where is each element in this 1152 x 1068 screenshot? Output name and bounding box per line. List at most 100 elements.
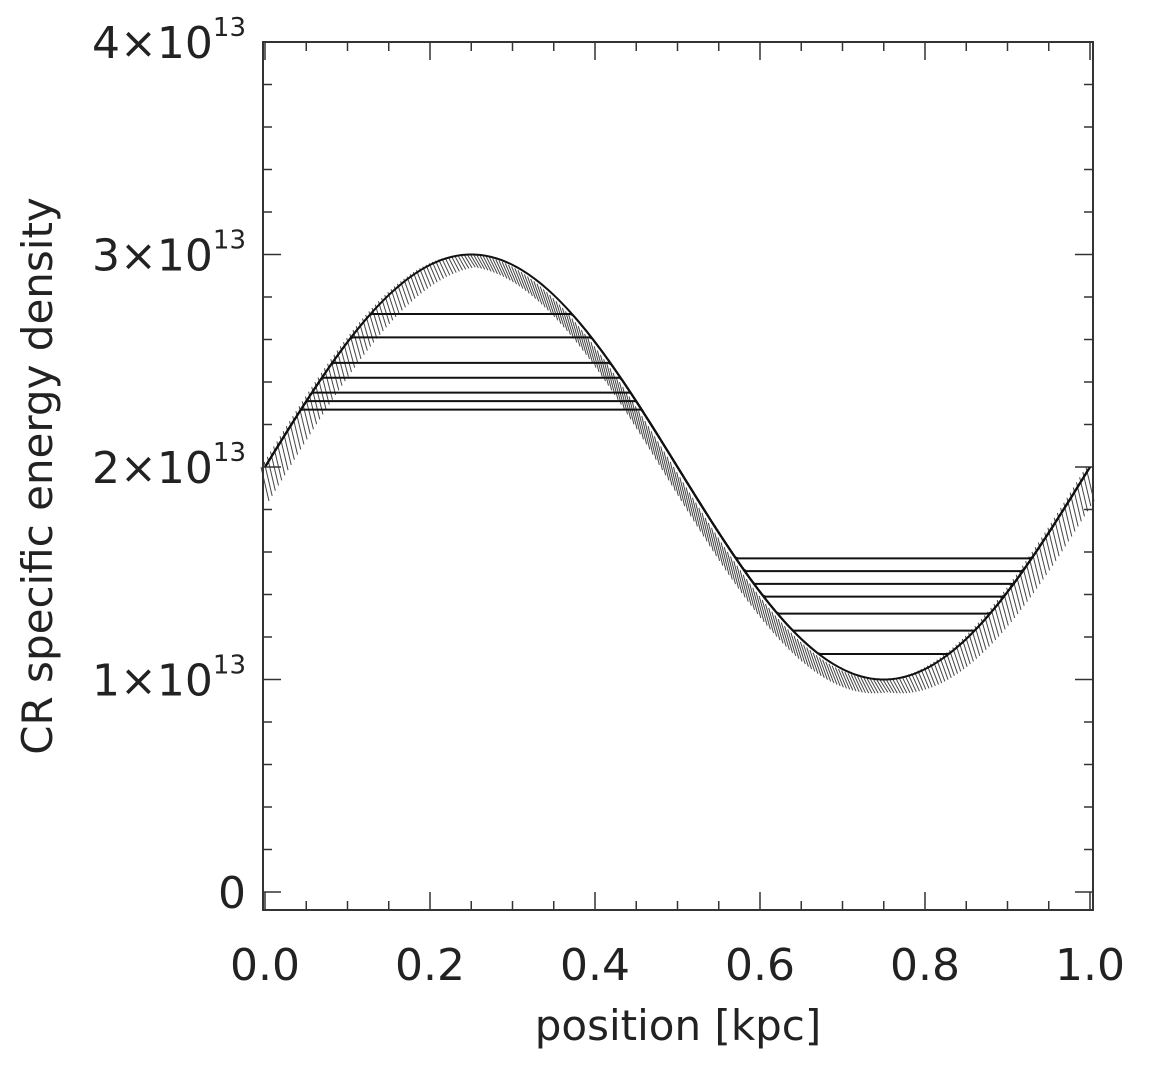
hatch-line	[533, 281, 543, 305]
hatch-line	[381, 298, 391, 324]
hatch-line	[942, 654, 952, 678]
hatch-line	[717, 537, 727, 571]
hatch-line	[939, 657, 949, 680]
hatch-line	[498, 260, 508, 279]
hatch-line	[771, 611, 781, 641]
hatch-line	[841, 670, 851, 690]
hatch-line	[527, 276, 537, 299]
hatch-line	[752, 587, 762, 619]
hatch-line	[923, 667, 933, 688]
hatch-line	[733, 561, 743, 594]
hatch-line	[926, 665, 936, 687]
flattened-profile-line	[264, 336, 1091, 573]
hatch-line	[806, 647, 816, 672]
hatch-line	[396, 283, 406, 308]
hatch-line	[673, 466, 682, 502]
hatch-line	[371, 307, 381, 335]
hatch-line	[657, 441, 667, 476]
hatch-line	[882, 679, 892, 693]
hatch-line	[682, 482, 692, 517]
axis-ticks	[263, 41, 1093, 910]
hatch-line	[650, 431, 660, 466]
hatch-line	[714, 532, 724, 566]
hatch-line	[793, 635, 803, 662]
hatch-line	[945, 652, 955, 676]
hatch-line	[901, 676, 911, 694]
hatch-line	[644, 421, 654, 455]
hatch-line	[707, 522, 717, 557]
hatch-line	[692, 497, 702, 532]
hatch-line	[698, 507, 708, 542]
hatch-line	[469, 254, 479, 269]
hatch-line	[879, 679, 889, 693]
hatch-line	[809, 650, 819, 674]
hatch-line	[704, 517, 714, 552]
hatch-line	[701, 512, 711, 547]
x-tick-label: 0.8	[890, 940, 960, 991]
hatch-line	[501, 261, 511, 281]
hatch-line	[726, 551, 736, 585]
hatch-line	[968, 632, 978, 659]
hatch-line	[400, 281, 410, 305]
hatch-line	[857, 676, 866, 694]
hatch-line	[584, 333, 594, 364]
hatch-line	[695, 502, 705, 537]
hatch-line	[711, 527, 721, 561]
hatch-line	[444, 257, 454, 275]
hatch-line	[685, 487, 695, 522]
hatch-line	[847, 673, 857, 692]
hatch-line	[961, 638, 971, 665]
hatch-line	[838, 668, 847, 689]
hatch-line	[796, 638, 806, 665]
hatch-line	[676, 472, 686, 507]
hatch-line	[546, 291, 556, 318]
hatch-line	[904, 675, 914, 693]
hatch-line	[447, 256, 457, 273]
hatch-line	[850, 674, 860, 693]
y-tick-labels: 0 1×1013 2×1013 3×1013 4×1013	[92, 13, 246, 919]
hatch-line	[749, 583, 759, 615]
x-tick-label: 0.4	[560, 940, 630, 991]
y-tick-label: 4×1013	[92, 13, 246, 69]
hatch-line	[768, 607, 778, 637]
hatch-line	[755, 591, 765, 622]
hatch-line	[473, 254, 483, 269]
hatch-line	[476, 254, 486, 270]
hatch-line	[780, 622, 790, 650]
hatch-line	[758, 595, 768, 626]
hatch-line	[784, 625, 794, 654]
hatch-line	[374, 304, 384, 332]
hatch-line	[977, 622, 987, 650]
hatch-line	[720, 542, 730, 576]
hatch-line	[825, 661, 835, 684]
hatch-line	[600, 354, 610, 386]
hatch-line	[428, 263, 438, 283]
hatch-line	[745, 578, 755, 611]
hatch-line	[831, 665, 841, 687]
hatch-line	[933, 661, 943, 684]
hatch-line	[387, 291, 397, 318]
hatch-line	[660, 446, 670, 481]
hatch-line	[489, 257, 498, 275]
hatch-line	[892, 678, 901, 694]
hatch-line	[818, 657, 828, 680]
hatch-line	[625, 391, 635, 425]
x-tick-label: 0.6	[725, 940, 795, 991]
hatch-line	[765, 603, 775, 634]
hatch-line	[917, 670, 927, 690]
hatch-line	[920, 668, 930, 689]
hatch-line	[663, 451, 673, 486]
hatch-line	[822, 659, 832, 682]
hatch-line	[730, 556, 740, 589]
hatch-line	[590, 341, 600, 373]
hatch-line	[736, 565, 746, 598]
hatch-line	[542, 289, 552, 314]
hatch-line	[828, 663, 838, 685]
flattened-profile-line	[264, 361, 1091, 585]
hatch-line	[863, 677, 873, 694]
hatch-line	[457, 254, 467, 270]
hatch-line	[549, 294, 559, 321]
hatch-line	[580, 329, 590, 360]
hatch-line	[479, 255, 489, 271]
hatch-line	[406, 276, 416, 299]
